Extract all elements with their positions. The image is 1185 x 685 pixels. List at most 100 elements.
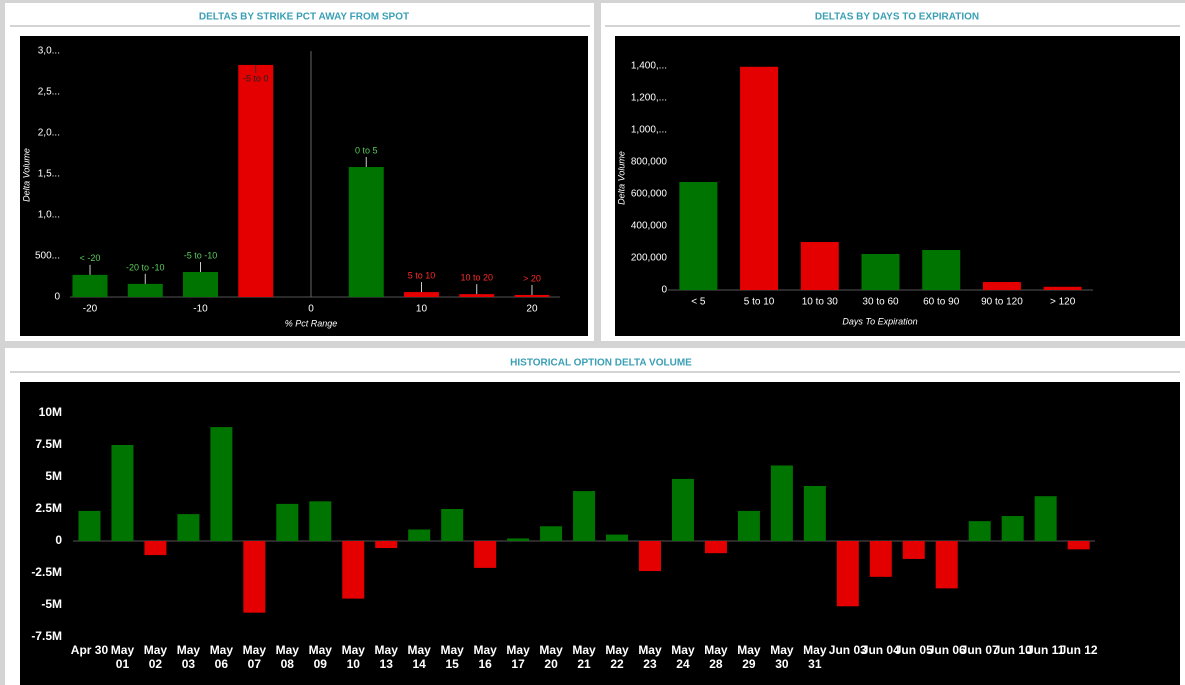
- x-tick-label: -10: [193, 304, 208, 315]
- x-tick-label: May 22: [605, 643, 629, 671]
- x-tick-label: May 01: [110, 643, 135, 671]
- bar: [836, 541, 859, 607]
- x-tick-label: Jun 12: [1059, 643, 1098, 657]
- y-tick-label: 2,5...: [38, 87, 60, 98]
- bar-label: < -20: [80, 253, 101, 263]
- bar: [72, 274, 108, 297]
- x-tick-label: Jun 04: [861, 643, 900, 657]
- bar: [127, 283, 163, 297]
- bar: [800, 242, 839, 290]
- bar: [902, 541, 925, 559]
- bar: [803, 485, 826, 541]
- x-tick-label: May 14: [407, 643, 431, 671]
- x-tick-label: May 23: [638, 643, 662, 671]
- bar: [403, 292, 439, 297]
- x-tick-label: May 02: [143, 643, 168, 671]
- x-tick-label: 0: [308, 304, 314, 315]
- bar: [982, 282, 1021, 290]
- bar: [111, 445, 134, 541]
- y-tick-label: 5M: [45, 469, 62, 483]
- bar: [1067, 541, 1090, 550]
- y-axis-title: Delta Volume: [616, 151, 626, 205]
- bar: [78, 510, 101, 541]
- x-tick-label: 30 to 60: [862, 297, 899, 308]
- bar: [1001, 516, 1024, 541]
- x-tick-label: May 29: [737, 643, 761, 671]
- bar-label: > 20: [523, 273, 541, 283]
- y-tick-label: 1,000,...: [631, 125, 667, 136]
- y-tick-label: -5M: [41, 597, 62, 611]
- y-tick-label: 1,200,...: [631, 93, 667, 104]
- y-tick-label: 800,000: [631, 157, 668, 168]
- bar: [144, 541, 167, 556]
- y-tick-label: 500...: [35, 251, 60, 262]
- x-tick-label: -20: [83, 304, 98, 315]
- bar: [375, 541, 398, 549]
- bar: [210, 427, 233, 541]
- bar: [1034, 496, 1057, 541]
- x-tick-label: > 120: [1050, 297, 1076, 308]
- bar: [309, 501, 332, 541]
- x-tick-label: May 20: [539, 643, 563, 671]
- y-axis-title: Delta Volume: [21, 148, 31, 202]
- bar: [243, 541, 266, 613]
- chart-title: HISTORICAL OPTION DELTA VOLUME: [510, 358, 692, 369]
- x-tick-label: Jun 05: [894, 643, 933, 657]
- bar: [441, 509, 464, 541]
- bar: [770, 465, 793, 541]
- bar: [540, 526, 563, 541]
- bar-label: 0 to 5: [355, 145, 378, 155]
- bar: [679, 182, 718, 290]
- x-tick-label: May 03: [176, 643, 201, 671]
- x-tick-label: Jun 07: [960, 643, 999, 657]
- x-tick-label: < 5: [691, 297, 706, 308]
- bar: [671, 478, 694, 541]
- y-tick-label: -2.5M: [31, 565, 62, 579]
- y-tick-label: 0: [661, 285, 667, 296]
- x-tick-label: May 09: [308, 643, 332, 671]
- bar: [1043, 286, 1082, 290]
- y-tick-label: 2.5M: [35, 501, 62, 515]
- y-tick-label: 600,000: [631, 189, 668, 200]
- x-tick-label: May 16: [473, 643, 497, 671]
- bar: [704, 541, 727, 554]
- bar: [474, 541, 497, 568]
- bar: [869, 541, 892, 577]
- bar: [968, 521, 991, 541]
- x-tick-label: Jun 11: [1026, 643, 1065, 657]
- x-tick-label: 90 to 120: [981, 297, 1023, 308]
- bar: [514, 294, 550, 297]
- y-tick-label: 10M: [39, 405, 62, 419]
- bar: [737, 510, 760, 541]
- x-tick-label: Apr 30: [70, 643, 109, 657]
- y-tick-label: 1,0...: [38, 210, 60, 221]
- bar-label: 5 to 10: [408, 270, 436, 280]
- y-tick-label: 3,0...: [38, 46, 60, 57]
- plot-area: [20, 36, 588, 336]
- y-tick-label: 0: [54, 292, 60, 303]
- x-tick-label: May 13: [374, 643, 398, 671]
- x-tick-label: May 10: [341, 643, 365, 671]
- x-tick-label: May 07: [242, 643, 266, 671]
- bar-label: 10 to 20: [460, 273, 493, 283]
- bar: [935, 541, 958, 589]
- x-tick-label: 20: [526, 304, 538, 315]
- bar: [507, 538, 530, 541]
- y-tick-label: 2,0...: [38, 128, 60, 139]
- bar: [408, 529, 431, 541]
- bar: [459, 294, 495, 297]
- x-axis-title: % Pct Range: [285, 318, 338, 328]
- bar: [276, 503, 299, 541]
- bar: [177, 514, 200, 541]
- bar: [638, 541, 661, 572]
- bar-label: -20 to -10: [126, 262, 165, 272]
- x-tick-label: May 06: [209, 643, 234, 671]
- y-tick-label: 1,400,...: [631, 61, 667, 72]
- x-tick-label: May 30: [770, 643, 794, 671]
- x-tick-label: May 21: [572, 643, 596, 671]
- x-tick-label: May 17: [506, 643, 530, 671]
- x-tick-label: May 15: [440, 643, 464, 671]
- x-tick-label: 10 to 30: [802, 297, 839, 308]
